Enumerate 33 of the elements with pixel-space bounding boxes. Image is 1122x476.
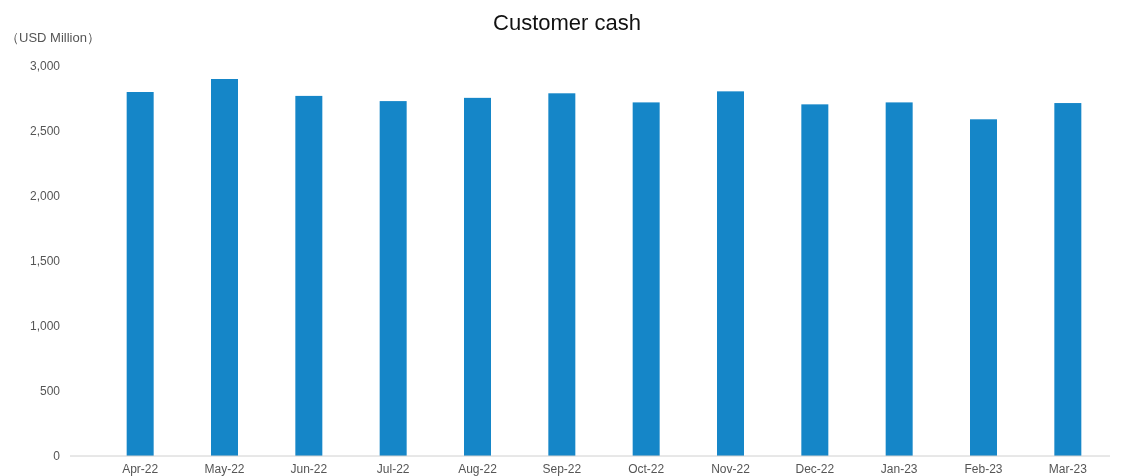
y-tick-label: 2,500 (29, 124, 61, 139)
x-tick-label: Nov-22 (711, 462, 751, 476)
y-axis-title: （USD Million） (6, 30, 100, 45)
x-tick-label: Feb-23 (964, 462, 1003, 476)
bar (464, 97, 491, 456)
x-tick-label: Jul-22 (376, 462, 410, 476)
x-tick-label: Sep-22 (542, 462, 582, 476)
bar (717, 91, 744, 456)
y-tick-label: 500 (39, 384, 61, 399)
bar (379, 101, 407, 456)
y-tick-label: 0 (53, 449, 61, 464)
chart-title: Customer cash (493, 10, 641, 35)
bar (126, 92, 154, 456)
bar (211, 79, 238, 456)
bar (295, 95, 323, 456)
y-tick-label: 3,000 (29, 59, 61, 74)
x-tick-label: Mar-23 (1048, 462, 1088, 476)
x-tick-label: Oct-22 (628, 462, 665, 476)
y-tick-label: 1,000 (29, 319, 61, 334)
x-tick-label: Dec-22 (795, 462, 835, 476)
y-tick-label: 1,500 (29, 254, 61, 269)
bar (632, 102, 660, 456)
x-tick-label: Aug-22 (458, 462, 498, 476)
x-tick-label: Apr-22 (122, 462, 159, 476)
x-tick-label: May-22 (204, 462, 245, 476)
x-tick-label: Jun-22 (290, 462, 328, 476)
bar (801, 104, 829, 456)
x-tick-label: Jan-23 (880, 462, 918, 476)
y-tick-label: 2,000 (29, 189, 61, 204)
bar (548, 93, 576, 456)
bar (885, 102, 913, 456)
bar (1054, 103, 1082, 456)
bar (970, 119, 997, 456)
